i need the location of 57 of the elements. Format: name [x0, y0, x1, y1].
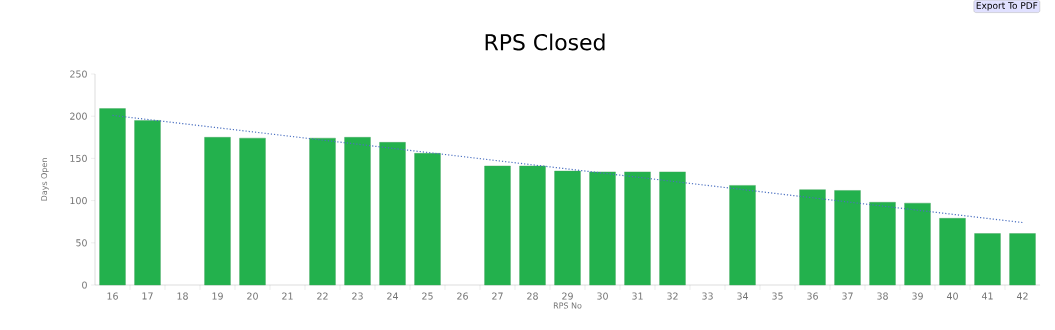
x-tick-label: 20	[247, 292, 258, 300]
bar	[414, 153, 441, 286]
x-tick-label: 41	[981, 292, 993, 300]
y-tick-label: 200	[70, 112, 87, 120]
x-tick-label: 42	[1016, 292, 1028, 300]
x-tick-label: 39	[912, 292, 923, 300]
y-tick-label: 250	[70, 70, 87, 78]
x-tick-label: 16	[107, 292, 118, 300]
bar	[904, 202, 931, 286]
bar	[239, 137, 266, 286]
x-tick-label: 31	[632, 292, 643, 300]
x-tick-label: 19	[212, 292, 223, 300]
y-tick-label: 150	[70, 154, 87, 162]
x-tick-label: 29	[562, 292, 573, 300]
bar	[659, 171, 686, 286]
bar	[134, 120, 161, 286]
bar	[344, 137, 371, 286]
x-tick-label: 30	[597, 292, 608, 300]
bar	[624, 171, 651, 286]
text: Export To PDF	[976, 2, 1038, 11]
y-tick-label: 100	[70, 197, 87, 205]
x-tick-label: 35	[772, 292, 783, 300]
x-tick-label: 24	[387, 292, 399, 300]
bar	[519, 165, 546, 286]
bar	[309, 137, 336, 286]
bar	[204, 137, 231, 286]
bar	[869, 202, 896, 286]
x-tick-label: 40	[946, 292, 958, 300]
bar	[484, 165, 511, 286]
x-tick-label: 33	[702, 292, 713, 300]
x-tick-label: 34	[737, 292, 749, 300]
bar	[939, 218, 966, 286]
bar	[729, 185, 756, 286]
x-tick-label: 38	[877, 292, 888, 300]
x-tick-label: 21	[282, 292, 293, 300]
x-tick-label: 18	[177, 292, 188, 300]
bar	[99, 108, 126, 286]
x-tick-label: 37	[842, 292, 853, 300]
bar	[799, 189, 826, 286]
chart-title: RPS Closed	[485, 33, 605, 51]
x-tick-label: 22	[317, 292, 328, 300]
x-tick-label: 28	[527, 292, 538, 300]
bar	[589, 171, 616, 286]
x-tick-label: 23	[352, 292, 363, 300]
x-tick-label: 36	[807, 292, 818, 300]
y-tick-label: 50	[76, 239, 87, 247]
x-tick-label: 25	[422, 292, 433, 300]
x-tick-label: 26	[457, 292, 468, 300]
bar	[379, 142, 406, 286]
bar	[834, 190, 861, 286]
x-tick-label: 32	[667, 292, 678, 300]
bar	[974, 233, 1001, 286]
bar	[554, 170, 581, 286]
x-tick-label: 17	[142, 292, 153, 300]
y-tick-label: 0	[82, 281, 87, 289]
bar	[1009, 233, 1036, 286]
x-tick-label: 27	[492, 292, 503, 300]
